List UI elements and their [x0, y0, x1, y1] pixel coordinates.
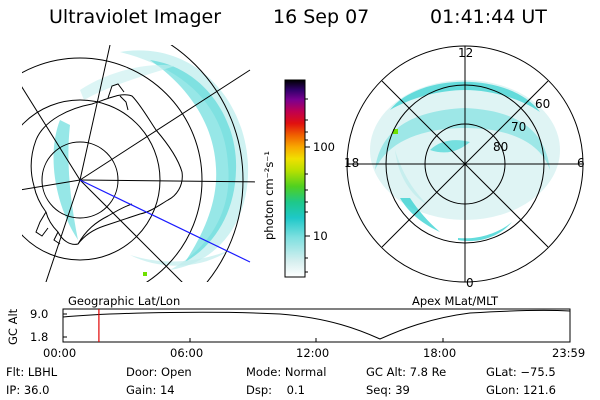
mlat-70-label: 70: [511, 120, 527, 134]
mlat-80-label: 80: [493, 140, 509, 154]
mlat-60-label: 60: [535, 97, 551, 111]
xtick-1200: 12:00: [296, 346, 330, 360]
geo-panel-label: Geographic Lat/Lon: [68, 294, 181, 308]
gain-value: Gain: 14: [126, 383, 175, 397]
mode-value: Mode: Normal: [246, 365, 327, 379]
altitude-plot-frame: [62, 308, 571, 343]
geo-emission-field: [53, 50, 249, 271]
mlt-12-label: 12: [458, 46, 474, 60]
mlt-6-label: 6: [577, 156, 585, 170]
altitude-curve: [62, 309, 571, 340]
glon-value: GLon: 121.6: [486, 383, 556, 397]
glat-value: GLat: −75.5: [486, 365, 556, 379]
door-value: Door: Open: [126, 365, 192, 379]
altitude-ylabel: GC Alt: [6, 308, 20, 345]
colorbar-label: photon cm⁻²s⁻¹: [262, 151, 276, 240]
gc-alt-value: GC Alt: 7.8 Re: [366, 365, 447, 379]
geo-map: [22, 45, 255, 282]
seq-value: Seq: 39: [366, 383, 410, 397]
mlt-18-label: 18: [344, 156, 360, 170]
mag-panel-label: Apex MLat/MLT: [412, 294, 499, 308]
altitude-ytick-9: 9.0: [30, 307, 49, 321]
dsp-value: Dsp: 0.1: [246, 383, 305, 397]
xtick-1800: 18:00: [423, 346, 457, 360]
title: Ultraviolet Imager: [49, 6, 222, 28]
xtick-0000: 00:00: [43, 346, 77, 360]
altitude-ytick-1-8: 1.8: [30, 330, 49, 344]
filter-value: Flt: LBHL: [6, 365, 58, 379]
date: 16 Sep 07: [273, 6, 370, 28]
xtick-2359: 23:59: [552, 346, 586, 360]
colorbar-tick-10: 10: [313, 229, 328, 243]
mag-map: [347, 46, 583, 282]
xtick-0600: 06:00: [170, 346, 204, 360]
time: 01:41:44 UT: [430, 6, 547, 28]
ip-value: IP: 36.0: [6, 383, 50, 397]
mlt-0-label: 0: [466, 276, 474, 290]
colorbar: [284, 79, 306, 278]
colorbar-tick-100: 100: [313, 140, 335, 154]
